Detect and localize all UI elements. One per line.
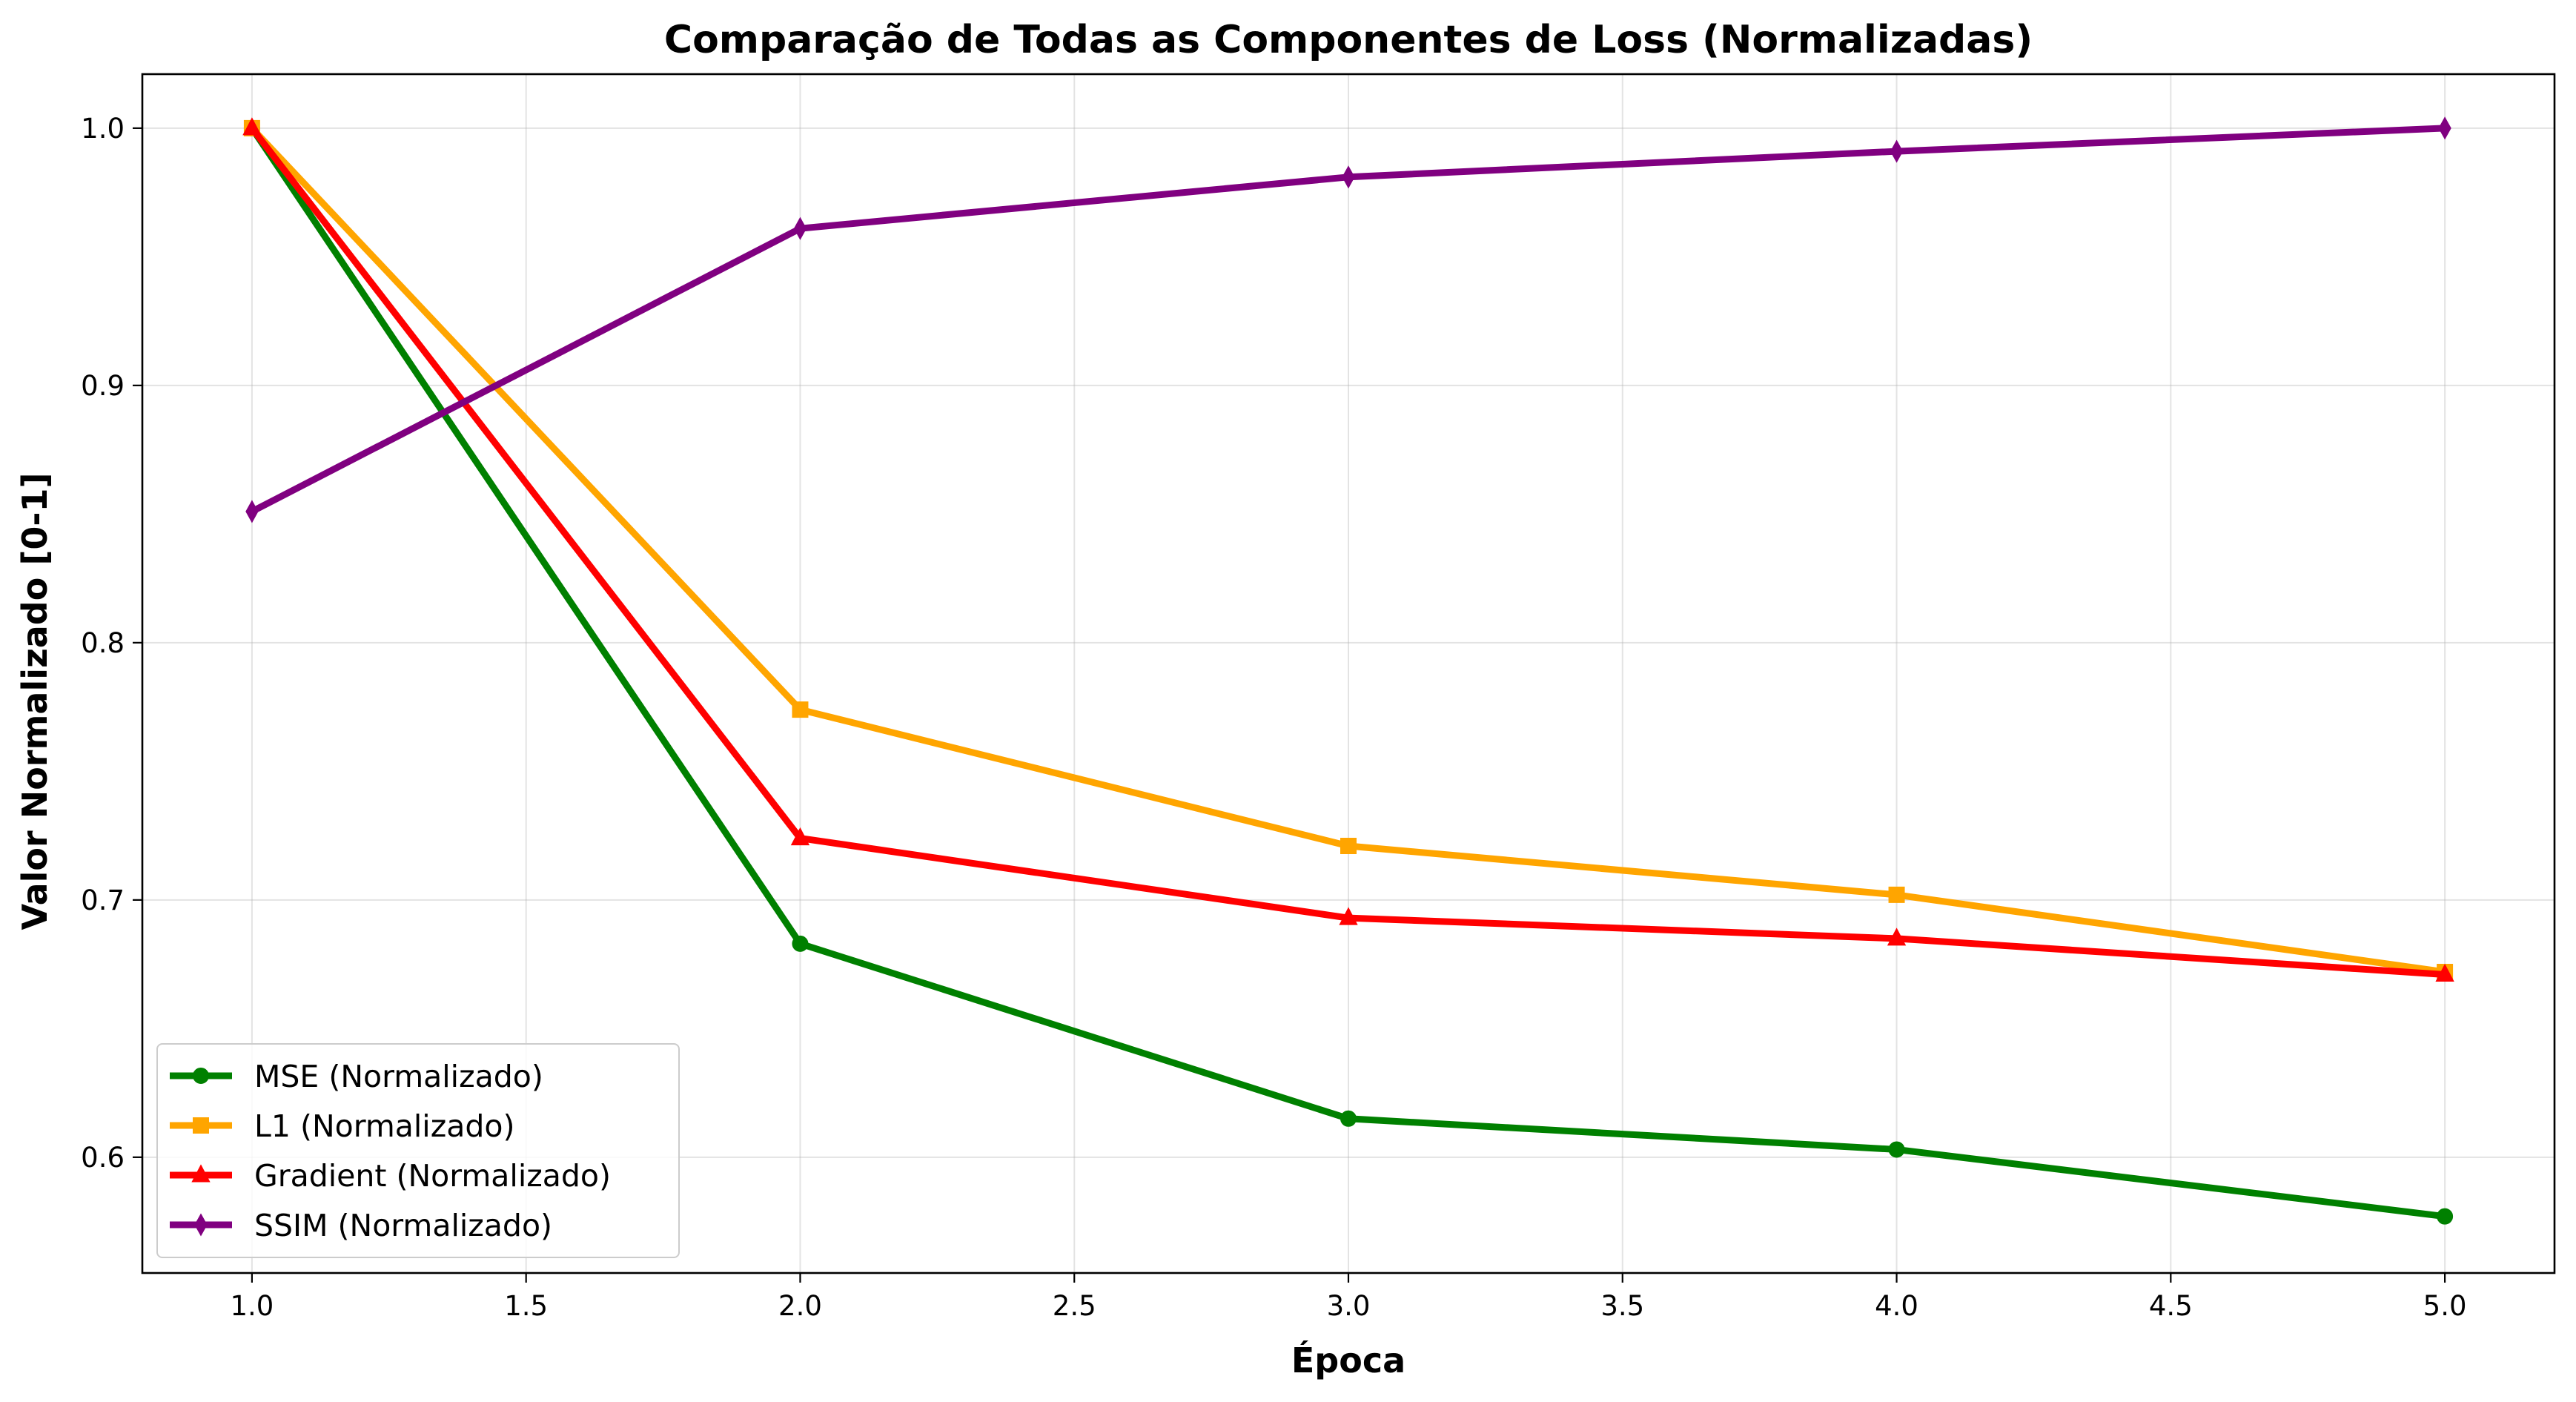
data-point: [1340, 1110, 1357, 1127]
data-point: [790, 827, 810, 846]
data-point: [1888, 886, 1905, 903]
legend-marker: [194, 1213, 208, 1237]
series-group: [245, 116, 2451, 523]
y-tick-label: 0.7: [81, 884, 125, 916]
y-tick-label: 1.0: [81, 113, 125, 145]
data-point: [245, 500, 259, 523]
legend-box: [156, 1043, 680, 1258]
x-tick-label: 2.5: [1053, 1290, 1096, 1322]
y-axis-ticks: 0.6 0.7 0.8 0.9 1.0: [81, 113, 142, 1174]
x-tick-label: 1.0: [230, 1290, 274, 1322]
x-tick-label: 3.5: [1600, 1290, 1644, 1322]
x-tick-label: 4.5: [2149, 1290, 2193, 1322]
data-point: [792, 701, 809, 718]
legend-entry: MSE (Normalizado): [170, 1059, 543, 1094]
data-point: [1342, 165, 1355, 189]
x-tick-label: 3.0: [1327, 1290, 1371, 1322]
data-point: [1888, 1141, 1905, 1158]
legend-label: L1 (Normalizado): [254, 1108, 514, 1144]
series-layer: [242, 116, 2454, 1225]
data-point: [1339, 907, 1358, 925]
data-point: [2438, 116, 2451, 140]
data-point: [1340, 837, 1357, 854]
data-point: [2435, 963, 2454, 982]
y-tick-label: 0.8: [81, 627, 125, 659]
y-tick-label: 0.9: [81, 370, 125, 402]
x-tick-label: 2.0: [778, 1290, 822, 1322]
series-group: [242, 117, 2454, 982]
x-axis-ticks: 1.0 1.5 2.0 2.5 3.0 3.5 4.0 4.5 5.0: [230, 1273, 2467, 1322]
legend-label: SSIM (Normalizado): [254, 1208, 552, 1243]
x-tick-label: 4.0: [1875, 1290, 1918, 1322]
y-axis-label: Valor Normalizado [0-1]: [15, 472, 55, 930]
x-tick-label: 5.0: [2423, 1290, 2467, 1322]
grid-lines: [142, 74, 2555, 1273]
data-point: [793, 216, 807, 240]
y-tick-label: 0.6: [81, 1142, 125, 1174]
x-tick-label: 1.5: [504, 1290, 548, 1322]
legend: MSE (Normalizado) L1 (Normalizado) Gradien…: [156, 1043, 680, 1258]
legend-entry: SSIM (Normalizado): [170, 1208, 552, 1243]
data-point: [2437, 1208, 2454, 1225]
legend-marker: [191, 1164, 211, 1183]
x-axis-label: Época: [1291, 1340, 1405, 1380]
chart-title: Comparação de Todas as Componentes de Lo…: [664, 18, 2033, 62]
legend-label: Gradient (Normalizado): [254, 1158, 611, 1194]
legend-entry: L1 (Normalizado): [170, 1108, 514, 1144]
data-point: [1887, 927, 1907, 946]
data-point: [1890, 139, 1904, 163]
data-point: [242, 117, 262, 136]
legend-marker: [193, 1068, 209, 1084]
legend-entry: Gradient (Normalizado): [170, 1158, 611, 1194]
data-point: [792, 935, 809, 952]
legend-marker: [193, 1117, 209, 1134]
legend-label: MSE (Normalizado): [254, 1059, 543, 1094]
